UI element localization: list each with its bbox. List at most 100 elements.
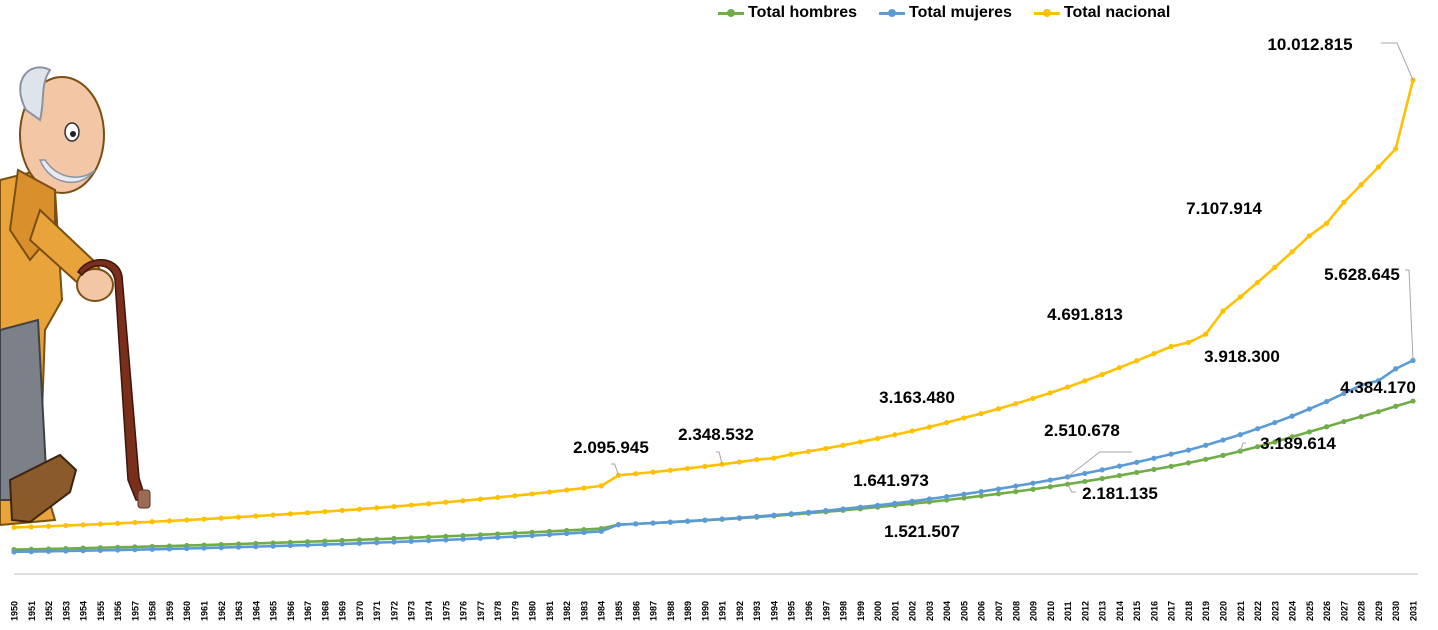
data-point xyxy=(546,489,553,495)
data-point xyxy=(287,511,293,517)
label-leader-line xyxy=(1239,442,1246,452)
x-tick-label: 1994 xyxy=(769,601,779,621)
x-tick-label: 2026 xyxy=(1322,601,1332,621)
data-point xyxy=(1393,146,1399,152)
data-point xyxy=(1168,451,1174,457)
data-point xyxy=(1341,418,1347,425)
data-point xyxy=(1393,403,1399,409)
data-point xyxy=(1064,384,1071,390)
data-point xyxy=(1272,264,1278,270)
x-tick-label: 2010 xyxy=(1046,601,1056,621)
x-tick-label: 1951 xyxy=(27,601,37,621)
data-point xyxy=(477,496,483,502)
data-label: 10.012.815 xyxy=(1267,35,1352,54)
x-tick-label: 2015 xyxy=(1132,601,1142,621)
x-tick-label: 1960 xyxy=(182,601,192,621)
data-point xyxy=(1324,220,1330,226)
data-point xyxy=(805,448,812,455)
data-point xyxy=(1272,439,1278,445)
data-point xyxy=(823,508,829,514)
legend-item-total-hombres: Total hombres xyxy=(718,4,857,22)
data-point xyxy=(978,489,984,495)
elderly-man-illustration xyxy=(0,66,151,527)
x-tick-label: 1958 xyxy=(148,601,158,621)
x-tick-label: 1956 xyxy=(113,601,123,621)
legend-item-total-nacional: Total nacional xyxy=(1033,4,1171,22)
data-point xyxy=(1116,472,1122,479)
x-tick-label: 2017 xyxy=(1167,601,1177,621)
data-point xyxy=(857,439,863,445)
data-label: 4.384.170 xyxy=(1340,378,1416,397)
data-point xyxy=(736,515,743,521)
label-leader-line xyxy=(716,451,723,465)
data-point xyxy=(305,510,311,516)
data-point xyxy=(961,491,967,497)
x-tick-label: 1952 xyxy=(44,601,54,621)
data-point xyxy=(978,410,984,417)
data-point xyxy=(961,495,967,501)
x-tick-label: 1993 xyxy=(752,601,762,621)
data-point xyxy=(805,509,812,515)
data-point xyxy=(253,544,259,550)
legend-label: Total mujeres xyxy=(909,4,1012,21)
x-tick-label: 1989 xyxy=(683,601,693,621)
x-tick-label: 1980 xyxy=(528,601,538,621)
data-point xyxy=(1185,447,1192,453)
data-point xyxy=(529,491,535,497)
data-point xyxy=(1047,390,1053,396)
x-tick-label: 2013 xyxy=(1098,601,1108,621)
data-point xyxy=(874,502,881,508)
data-point xyxy=(1324,398,1330,405)
x-tick-label: 2004 xyxy=(942,601,952,621)
data-point xyxy=(1168,463,1174,469)
x-tick-label: 1975 xyxy=(441,601,451,621)
data-point xyxy=(564,487,570,493)
data-point xyxy=(1099,475,1105,482)
x-tick-label: 2030 xyxy=(1391,601,1401,621)
x-tick-label: 1973 xyxy=(407,601,417,621)
data-point xyxy=(771,512,777,518)
x-tick-label: 2014 xyxy=(1115,601,1125,621)
data-point xyxy=(339,541,345,547)
data-point xyxy=(1099,371,1105,378)
data-point xyxy=(840,506,846,512)
data-point xyxy=(1151,455,1157,461)
data-point xyxy=(909,498,915,504)
x-tick-label: 1962 xyxy=(217,601,227,621)
data-point xyxy=(598,483,604,489)
x-tick-label: 1959 xyxy=(165,601,175,621)
data-point xyxy=(115,547,121,553)
data-point xyxy=(1220,437,1226,443)
data-point xyxy=(667,467,673,473)
data-point xyxy=(115,520,121,526)
data-point xyxy=(1030,395,1036,402)
series-line xyxy=(13,359,1414,554)
data-point xyxy=(995,491,1002,497)
x-tick-label: 2018 xyxy=(1184,601,1194,621)
x-tick-label: 2009 xyxy=(1029,601,1039,621)
label-leader-line xyxy=(1405,269,1414,361)
data-point xyxy=(356,506,363,512)
x-tick-label: 1982 xyxy=(562,601,572,621)
data-point xyxy=(667,519,673,525)
x-tick-label: 1954 xyxy=(79,601,89,621)
data-point xyxy=(132,547,138,553)
data-point xyxy=(598,528,604,534)
x-tick-label: 1998 xyxy=(839,601,849,621)
data-point xyxy=(63,548,69,554)
x-tick-label: 2024 xyxy=(1288,601,1298,621)
data-point xyxy=(840,442,846,448)
series-line xyxy=(13,79,1415,529)
x-tick-label: 1984 xyxy=(597,601,607,621)
x-tick-label: 2016 xyxy=(1149,601,1159,621)
data-point xyxy=(1013,483,1019,489)
data-point xyxy=(1134,358,1140,364)
x-tick-label: 1950 xyxy=(10,601,20,621)
data-point xyxy=(1341,199,1347,205)
data-point xyxy=(495,494,501,501)
data-point xyxy=(788,451,794,457)
data-point xyxy=(460,536,466,542)
data-point xyxy=(1358,414,1364,420)
legend-label: Total nacional xyxy=(1063,4,1171,21)
data-point xyxy=(166,518,173,524)
